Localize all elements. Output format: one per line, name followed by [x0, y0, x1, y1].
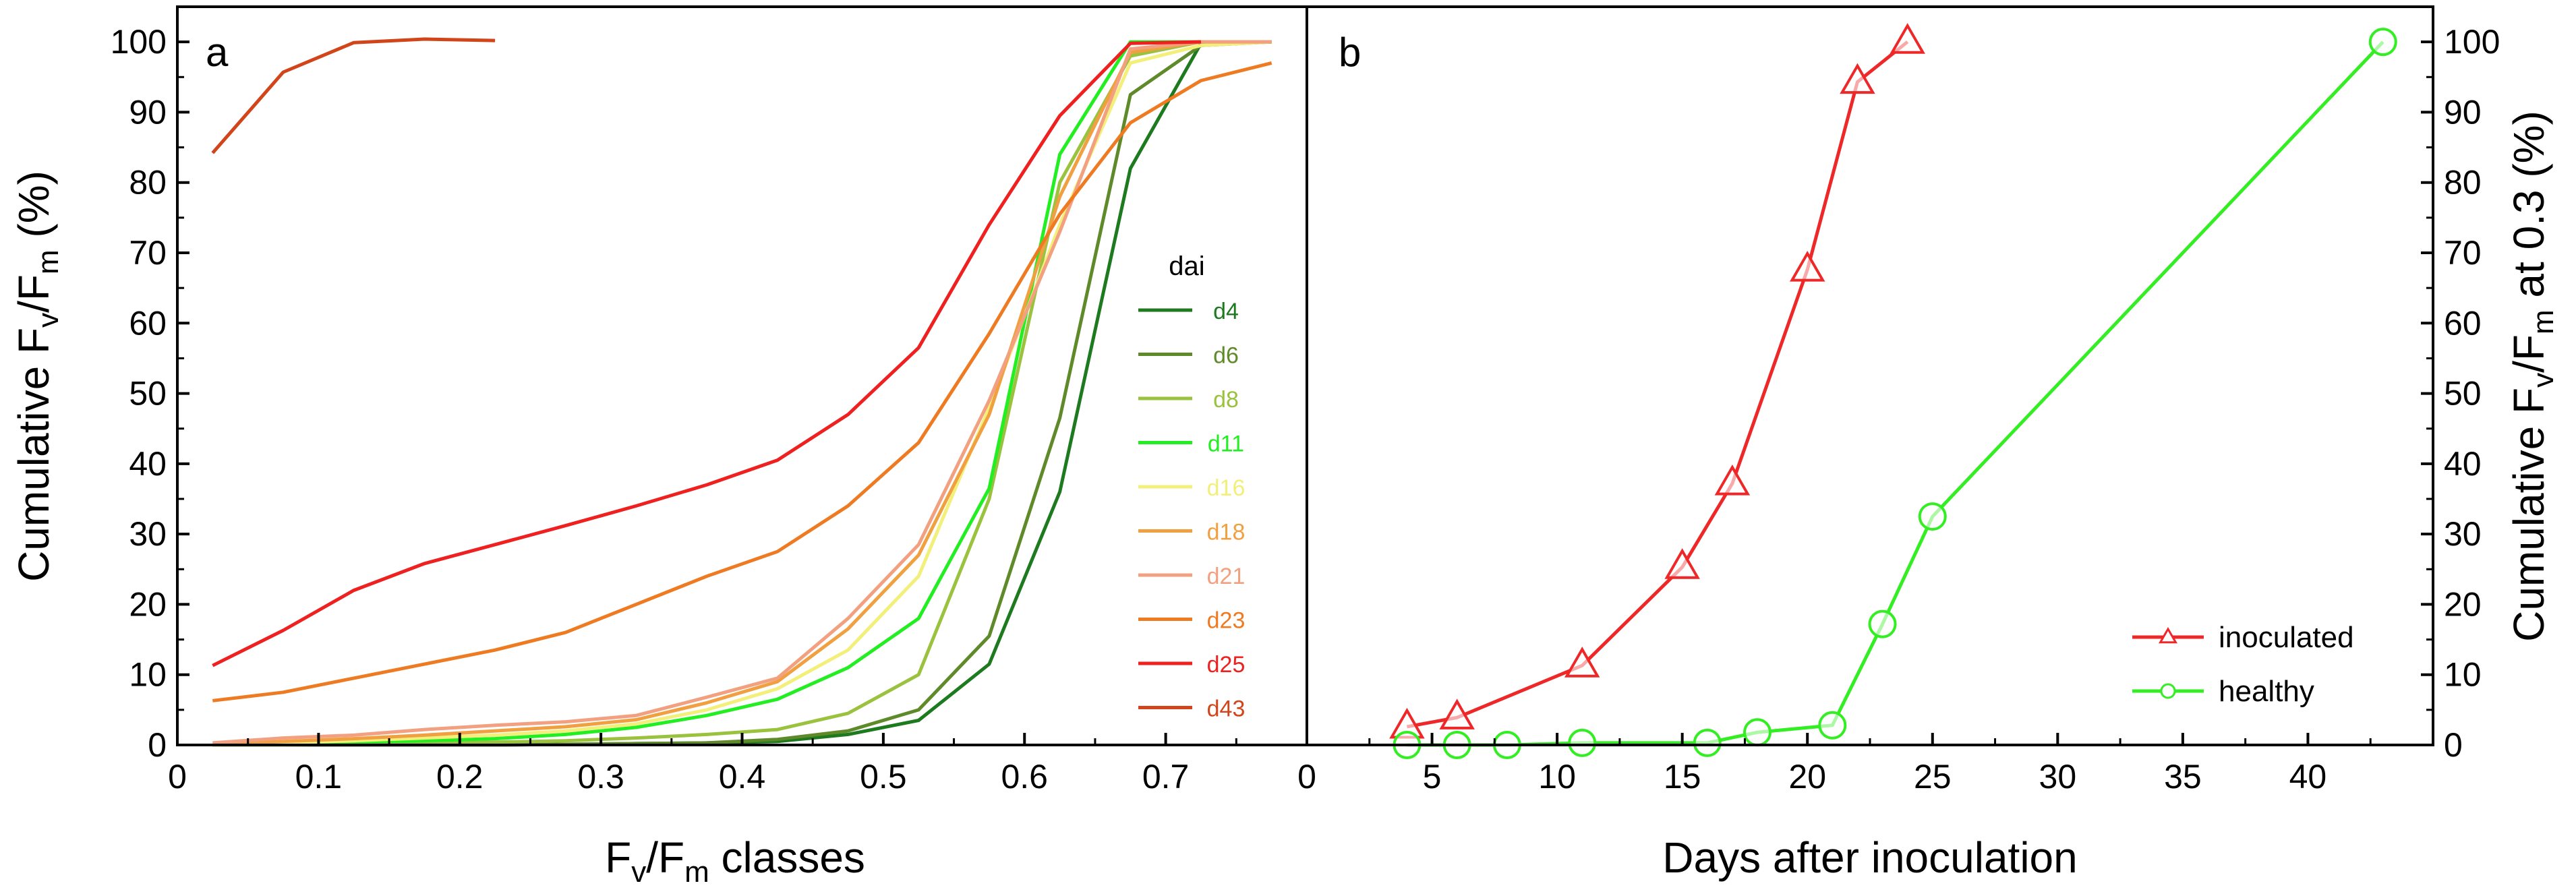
- y-tick-label: 70: [2444, 234, 2482, 272]
- x-tick-label: 0.3: [577, 758, 624, 796]
- marker-healthy: [2368, 28, 2397, 57]
- panel-b-axes: 0 5 10 15 20 25 30 35 40 0 10 20 30 40 50 60 70 80 90 100: [1297, 23, 2500, 796]
- panel-a: a 0 0.1 0.2 0.3 0.4 0.5 0.6 0.7 0 10 20 30 40 50 60 70 8…: [9, 5, 1308, 889]
- x-tick-label: 10: [1538, 758, 1576, 796]
- x-tick-label: 0: [1297, 758, 1316, 796]
- y-tick-label: 60: [129, 304, 167, 342]
- legend-label-inoculated: inoculated: [2219, 621, 2354, 654]
- x-tick-label: 25: [1914, 758, 1952, 796]
- panel-b-legend: inoculated healthy: [2132, 621, 2354, 708]
- y-tick-label: 50: [2444, 375, 2482, 413]
- x-tick-label: 15: [1664, 758, 1701, 796]
- y-tick-label: 10: [2444, 656, 2482, 694]
- legend-label-d25: d25: [1207, 652, 1246, 678]
- panel-b: b 0 5 10 15 20 25 30 35 40 0 10 20 30 40 50 60 70 80 90 100…: [1297, 5, 2560, 882]
- x-tick-label: 20: [1788, 758, 1826, 796]
- y-tick-label: 40: [129, 445, 167, 483]
- x-tick-label: 35: [2164, 758, 2202, 796]
- marker-healthy: [1693, 728, 1722, 757]
- legend-label-d43: d43: [1207, 696, 1246, 722]
- legend-label-d23: d23: [1207, 608, 1246, 634]
- panel-a-axes: 0 0.1 0.2 0.3 0.4 0.5 0.6 0.7 0 10 20 30 40 50 60 70 80 9…: [111, 23, 1237, 796]
- y-tick-label: 90: [129, 93, 167, 131]
- y-tick-label: 50: [129, 375, 167, 413]
- legend-marker-healthy: [2160, 683, 2176, 699]
- y-tick-label: 20: [129, 585, 167, 623]
- panel-b-ylabel: Cumulative Fv/Fm at 0.3 (%): [2505, 111, 2560, 642]
- panel-a-series-lines: [211, 37, 1272, 747]
- x-tick-label: 5: [1423, 758, 1442, 796]
- y-tick-label: 10: [129, 656, 167, 694]
- series-line-inoculated: [1406, 40, 1909, 729]
- series-line-d23: [212, 61, 1272, 703]
- y-tick-label: 40: [2444, 445, 2482, 483]
- marker-inoculated: [1439, 698, 1475, 729]
- legend-label-d16: d16: [1207, 475, 1246, 501]
- x-tick-label: 0.4: [719, 758, 766, 796]
- legend-label-d21: d21: [1207, 564, 1246, 589]
- x-tick-label: 0.6: [1001, 758, 1048, 796]
- x-tick-label: 0.1: [295, 758, 343, 796]
- legend-label-d18: d18: [1207, 520, 1246, 545]
- marker-healthy: [1818, 711, 1847, 740]
- x-tick-label: 0.7: [1142, 758, 1190, 796]
- y-tick-label: 100: [111, 23, 167, 61]
- x-tick-label: 0: [168, 758, 187, 796]
- marker-inoculated: [1564, 647, 1600, 678]
- series-line-d18: [212, 40, 1272, 747]
- y-tick-label: 0: [2444, 726, 2463, 764]
- series-line-d43: [211, 37, 496, 154]
- panel-b-xlabel: Days after inoculation: [1662, 833, 2077, 882]
- y-tick-label: 80: [129, 164, 167, 202]
- legend-label-d8: d8: [1213, 387, 1239, 413]
- marker-inoculated: [1890, 23, 1925, 54]
- panel-b-letter: b: [1339, 30, 1361, 75]
- x-tick-label: 0.2: [436, 758, 484, 796]
- marker-healthy: [1918, 502, 1947, 531]
- y-tick-label: 90: [2444, 93, 2482, 131]
- series-line-d25: [212, 40, 1202, 667]
- legend-label-d6: d6: [1213, 343, 1239, 369]
- legend-label-d4: d4: [1213, 299, 1239, 324]
- y-tick-label: 60: [2444, 304, 2482, 342]
- panel-a-letter: a: [206, 30, 229, 75]
- x-tick-label: 30: [2039, 758, 2077, 796]
- marker-inoculated: [1714, 465, 1751, 496]
- marker-healthy: [1568, 728, 1597, 757]
- y-tick-label: 70: [129, 234, 167, 272]
- series-line-d21: [212, 40, 1272, 745]
- y-tick-label: 20: [2444, 585, 2482, 623]
- y-tick-label: 30: [2444, 515, 2482, 553]
- x-tick-label: 40: [2289, 758, 2327, 796]
- y-tick-label: 0: [148, 726, 167, 764]
- marker-inoculated: [1789, 251, 1825, 282]
- legend-label-healthy: healthy: [2219, 675, 2314, 708]
- y-tick-label: 100: [2444, 23, 2500, 61]
- panel-a-ylabel: Cumulative Fv/Fm (%): [9, 171, 65, 582]
- marker-inoculated: [1840, 63, 1875, 94]
- y-tick-label: 80: [2444, 164, 2482, 202]
- legend-marker-inoculated: [2159, 626, 2177, 644]
- marker-inoculated: [1664, 548, 1700, 579]
- panel-a-xlabel: Fv/Fm classes: [605, 833, 865, 889]
- marker-healthy: [1743, 718, 1772, 747]
- x-tick-label: 0.5: [860, 758, 907, 796]
- legend-label-d11: d11: [1208, 431, 1244, 457]
- panel-a-legend: d4 d6 d8 d11 d16 d18 d21 d23 d25 d43: [1138, 299, 1245, 722]
- panel-a-legend-title: dai: [1169, 251, 1204, 281]
- y-tick-label: 30: [129, 515, 167, 553]
- marker-healthy: [1868, 609, 1897, 638]
